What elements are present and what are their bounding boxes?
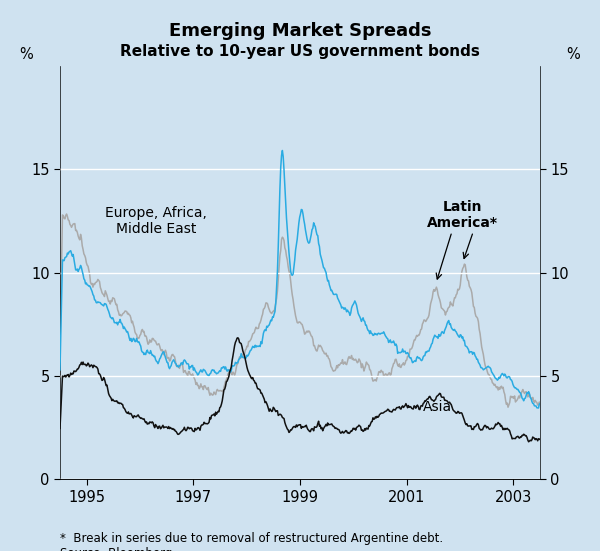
Text: Latin
America*: Latin America* — [427, 200, 498, 230]
Text: %: % — [567, 47, 580, 62]
Text: Europe, Africa,
Middle East: Europe, Africa, Middle East — [105, 206, 207, 236]
Text: Emerging Market Spreads: Emerging Market Spreads — [169, 22, 431, 40]
Text: Asia: Asia — [422, 400, 452, 414]
Text: *  Break in series due to removal of restructured Argentine debt.
Source: Bloomb: * Break in series due to removal of rest… — [60, 532, 443, 551]
Text: %: % — [20, 47, 33, 62]
Text: Relative to 10-year US government bonds: Relative to 10-year US government bonds — [120, 44, 480, 59]
